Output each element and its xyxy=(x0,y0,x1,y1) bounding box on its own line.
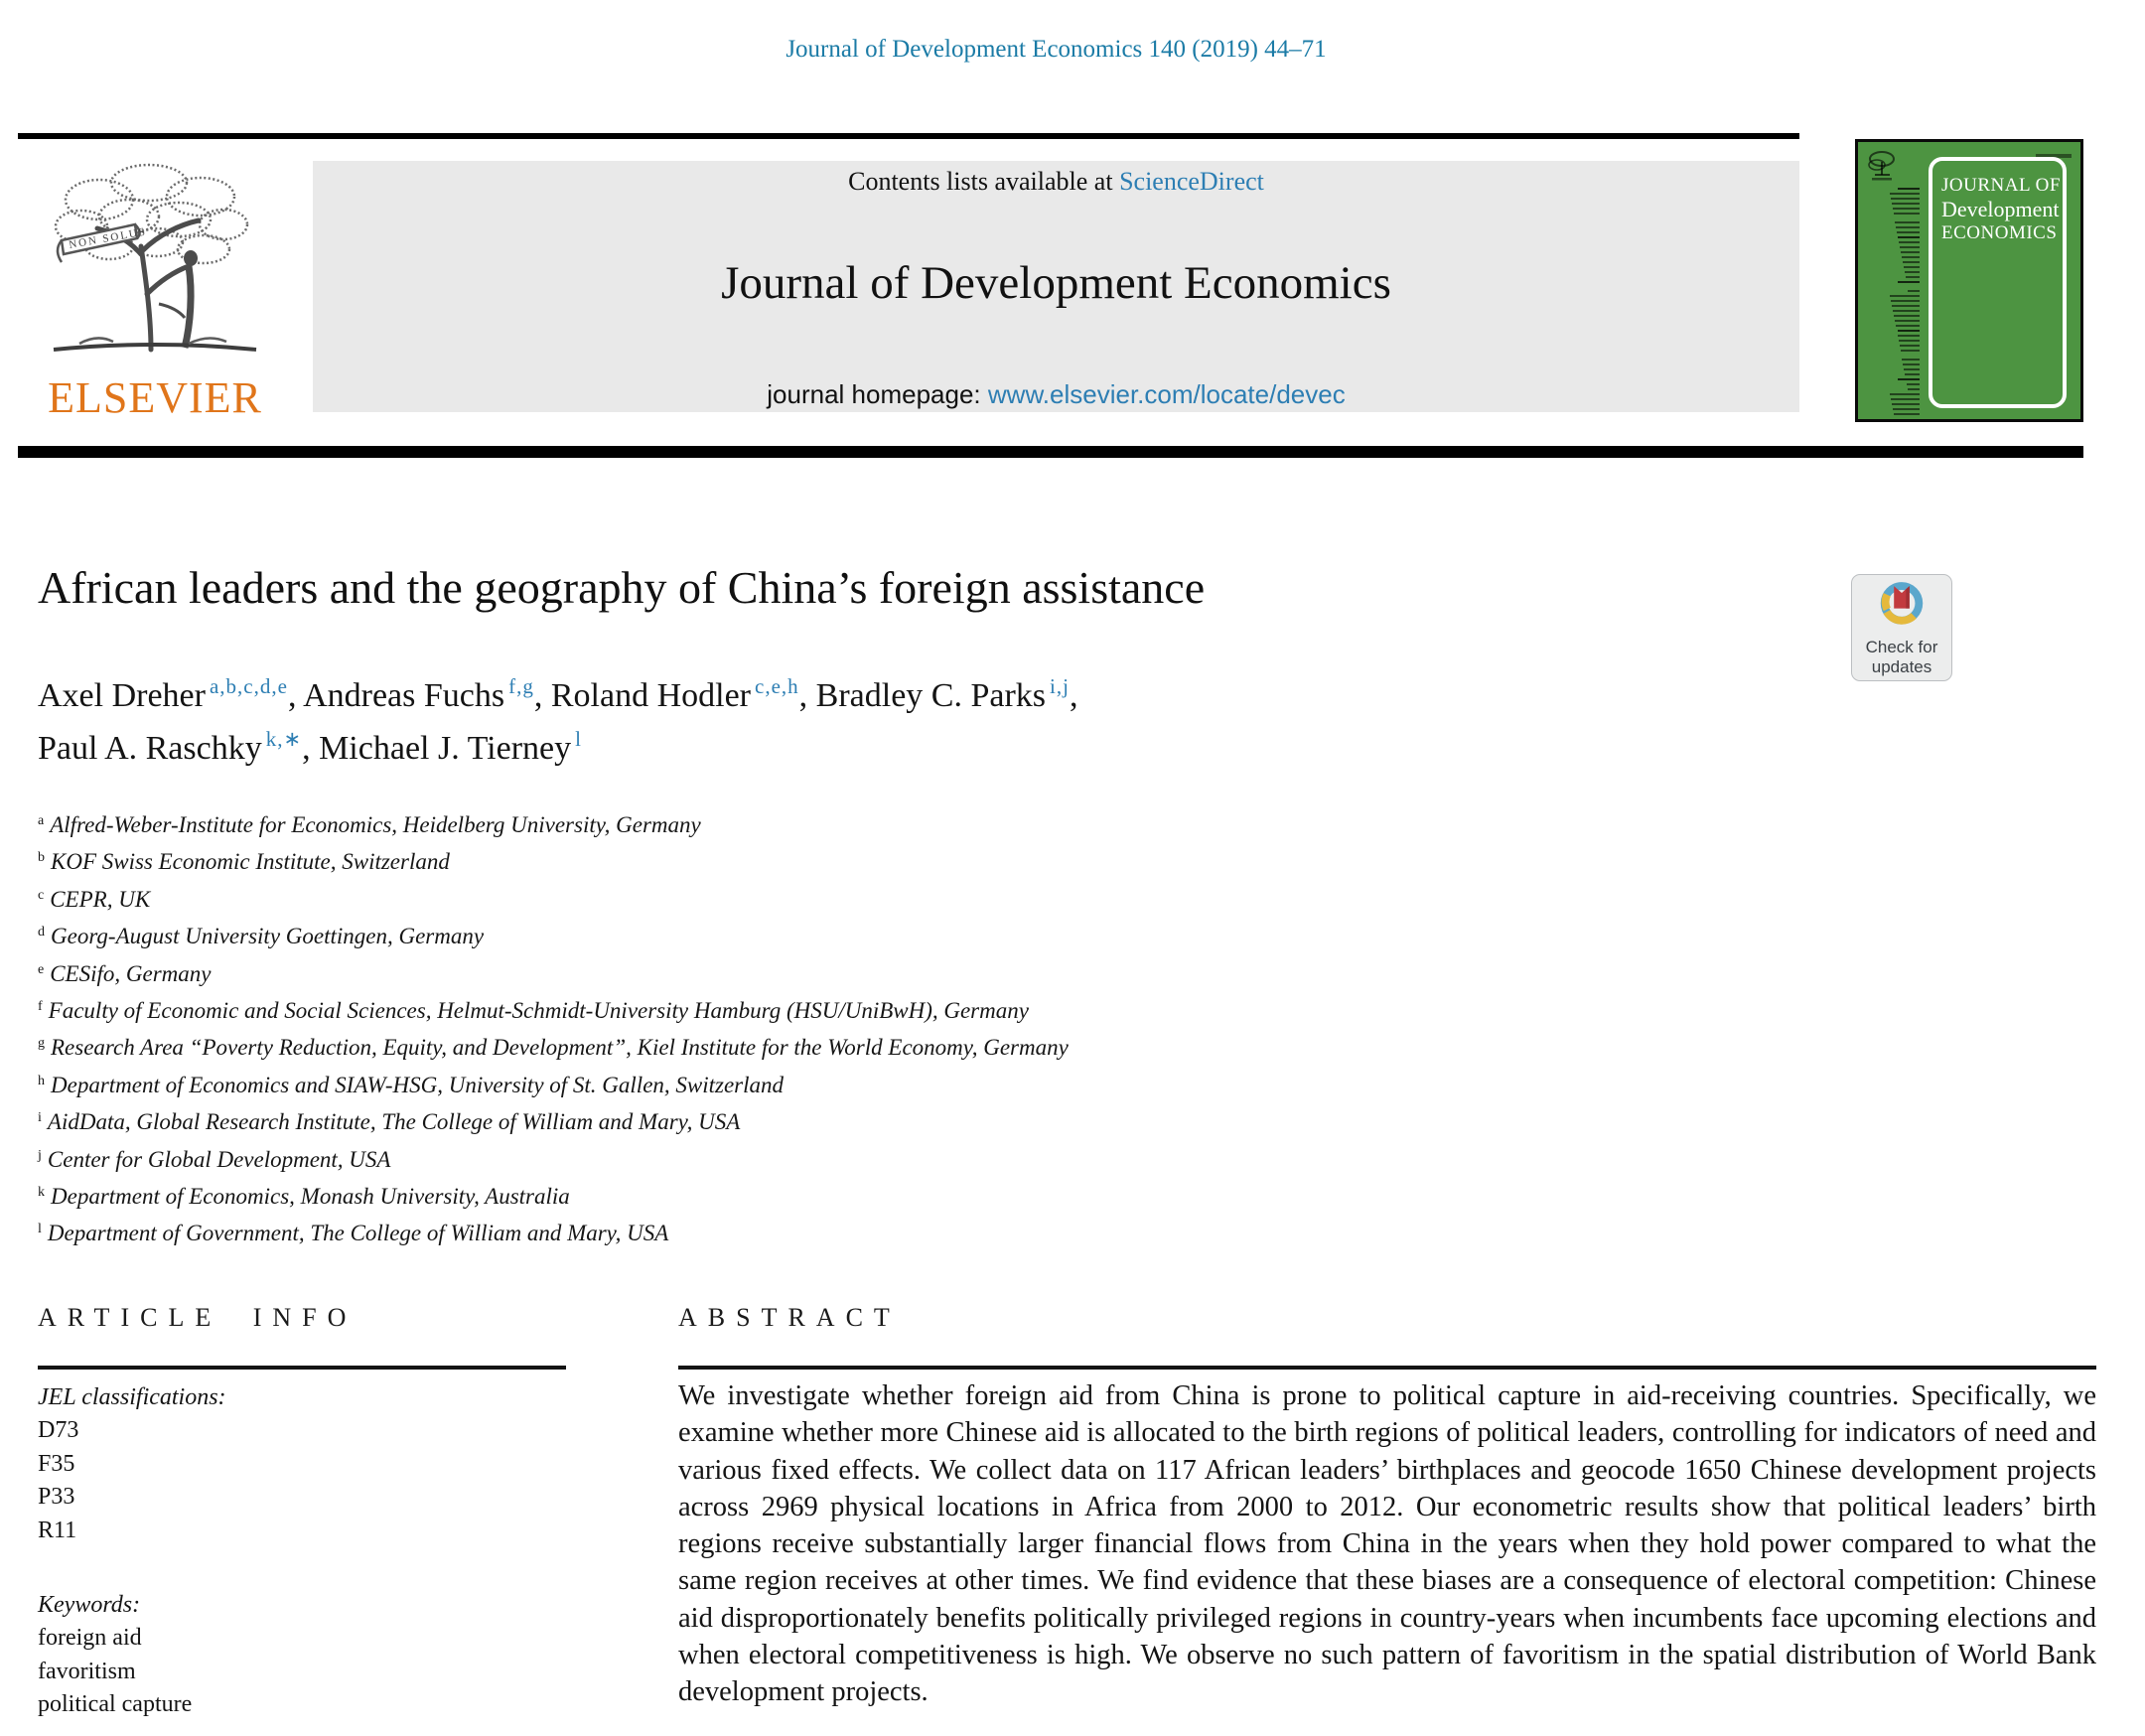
author-list: Axel Dreher a,b,c,d,e, Andreas Fuchs f,g, … xyxy=(38,674,1078,767)
author-affiliation-superscript: a,b,c,d,e xyxy=(209,674,288,698)
cover-issn-text-bar xyxy=(2036,154,2072,158)
affiliation-item: j Center for Global Development, USA xyxy=(38,1146,391,1172)
affiliation-superscript: i xyxy=(38,1110,42,1126)
affiliation-item: e CESifo, Germany xyxy=(38,960,212,986)
article-info-heading: ARTICLE INFO xyxy=(38,1303,358,1332)
abstract-column: ABSTRACT We investigate whether foreign … xyxy=(678,1303,2096,1711)
author-name: Axel Dreher a,b,c,d,e xyxy=(38,674,288,714)
contents-line: Contents lists available at ScienceDirec… xyxy=(313,167,1799,197)
header-bottom-bar xyxy=(18,446,2083,458)
affiliation-superscript: a xyxy=(38,813,45,828)
cover-title-line3: ECONOMICS xyxy=(1941,222,2058,243)
author-name: Michael J. Tierney l xyxy=(319,727,582,767)
journal-header-band: Contents lists available at ScienceDirec… xyxy=(313,161,1799,412)
affiliation-item: g Research Area “Poverty Reduction, Equit… xyxy=(38,1035,1069,1061)
affiliation-superscript: h xyxy=(38,1073,45,1088)
elsevier-tree-icon: NON SOLUS xyxy=(53,163,257,353)
affiliation-item: c CEPR, UK xyxy=(38,886,151,912)
keyword: favoritism xyxy=(38,1658,136,1684)
affiliation-superscript: l xyxy=(38,1222,42,1237)
journal-cover-thumbnail: JOURNAL OF Development ECONOMICS xyxy=(1855,139,2083,422)
jel-code: P33 xyxy=(38,1484,75,1511)
article-title: African leaders and the geography of Chi… xyxy=(38,562,1206,613)
cover-title-frame: JOURNAL OF Development ECONOMICS xyxy=(1929,157,2067,408)
homepage-prefix: journal homepage: xyxy=(767,379,988,409)
keyword-list: foreign aid favoritism political capture xyxy=(38,1622,566,1721)
affiliation-item: a Alfred-Weber-Institute for Economics, H… xyxy=(38,812,701,837)
affiliation-superscript: e xyxy=(38,961,45,977)
author-name: Roland Hodler c,e,h xyxy=(550,674,799,714)
sciencedirect-link[interactable]: ScienceDirect xyxy=(1119,167,1264,196)
check-for-updates-label: Check for updates xyxy=(1865,638,1938,677)
page-citation: Journal of Development Economics 140 (20… xyxy=(313,36,1799,64)
article-info-column: ARTICLE INFO JEL classifications: D73 F35… xyxy=(38,1303,566,1722)
affiliation-list: a Alfred-Weber-Institute for Economics, H… xyxy=(38,808,1726,1254)
jel-code-list: D73 F35 P33 R11 xyxy=(38,1414,566,1547)
journal-homepage-link[interactable]: www.elsevier.com/locate/devec xyxy=(987,379,1346,409)
author-affiliation-superscript: k,∗ xyxy=(265,727,303,751)
affiliation-item: f Faculty of Economic and Social Sciences… xyxy=(38,998,1029,1024)
keyword: foreign aid xyxy=(38,1625,142,1652)
header-top-rule xyxy=(18,133,1799,139)
affiliation-item: h Department of Economics and SIAW-HSG, U… xyxy=(38,1072,785,1097)
author-name: Paul A. Raschky k,∗ xyxy=(38,727,303,767)
homepage-line: journal homepage: www.elsevier.com/locat… xyxy=(313,379,1799,410)
journal-title: Journal of Development Economics xyxy=(721,257,1391,309)
abstract-rule xyxy=(678,1366,2096,1370)
keyword: political capture xyxy=(38,1691,193,1718)
affiliation-superscript: k xyxy=(38,1185,45,1201)
affiliation-superscript: j xyxy=(38,1147,42,1163)
author-affiliation-superscript: i,j xyxy=(1050,674,1070,698)
affiliation-superscript: g xyxy=(38,1036,45,1052)
cover-title-line2: Development xyxy=(1941,197,2060,221)
author-affiliation-superscript: l xyxy=(575,727,582,751)
affiliation-item: i AidData, Global Research Institute, The… xyxy=(38,1109,741,1135)
abstract-text: We investigate whether foreign aid from … xyxy=(678,1380,2096,1708)
abstract-heading: ABSTRACT xyxy=(678,1303,901,1332)
article-info-rule xyxy=(38,1366,566,1370)
contents-prefix: Contents lists available at xyxy=(848,167,1120,196)
affiliation-superscript: f xyxy=(38,999,43,1015)
author-name: Andreas Fuchs f,g xyxy=(303,674,534,714)
keywords-label: Keywords: xyxy=(38,1592,141,1619)
affiliation-superscript: d xyxy=(38,925,45,940)
jel-code: R11 xyxy=(38,1517,77,1543)
check-for-updates-badge[interactable]: Check for updates xyxy=(1851,574,1952,681)
affiliation-item: b KOF Swiss Economic Institute, Switzerla… xyxy=(38,849,450,875)
affiliation-item: d Georg-August University Goettingen, Ger… xyxy=(38,924,485,949)
cover-title-line1: JOURNAL OF xyxy=(1941,175,2061,196)
elsevier-wordmark: ELSEVIER xyxy=(48,373,262,422)
affiliation-item: l Department of Government, The College o… xyxy=(38,1221,669,1246)
affiliation-superscript: c xyxy=(38,887,45,903)
cover-editor-list-bars xyxy=(1884,188,1920,415)
affiliation-superscript: b xyxy=(38,850,45,866)
jel-label: JEL classifications: xyxy=(38,1384,226,1410)
check-for-updates-icon xyxy=(1880,582,1924,625)
author-affiliation-superscript: f,g xyxy=(508,674,534,698)
jel-code: F35 xyxy=(38,1450,75,1477)
citation-link[interactable]: Journal of Development Economics 140 (20… xyxy=(786,36,1327,63)
elsevier-logo: NON SOLUS ELSEVIER xyxy=(36,155,274,422)
author-name: Bradley C. Parks i,j xyxy=(815,674,1070,714)
affiliation-item: k Department of Economics, Monash Univers… xyxy=(38,1184,570,1210)
author-affiliation-superscript: c,e,h xyxy=(755,674,799,698)
jel-code: D73 xyxy=(38,1417,79,1444)
cover-elsevier-mini-logo xyxy=(1868,151,1895,181)
